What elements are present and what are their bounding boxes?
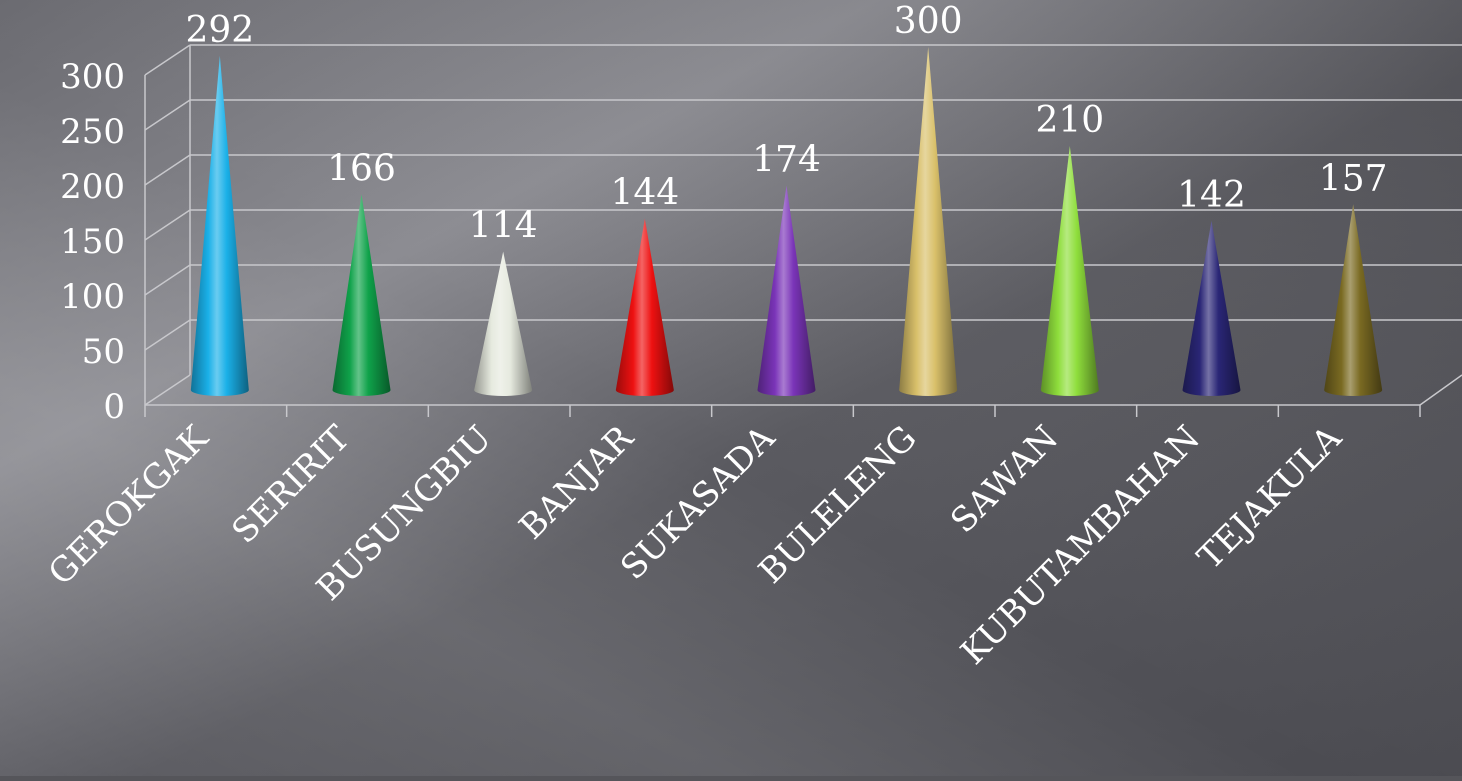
grid-layer xyxy=(144,44,1462,406)
data-label: 174 xyxy=(752,140,821,181)
cone-bar-tejakula xyxy=(1324,204,1383,396)
cone-bar-busungbiu xyxy=(474,251,533,396)
data-label: 166 xyxy=(327,148,396,189)
gridline-side xyxy=(144,264,191,296)
data-label: 144 xyxy=(610,173,679,214)
cone-layer xyxy=(190,47,1383,397)
y-tick-label: 150 xyxy=(60,222,125,262)
gridline-side xyxy=(144,209,191,241)
y-tick-label: 200 xyxy=(60,167,125,207)
data-label: 300 xyxy=(894,1,963,42)
cone-bar-sawan xyxy=(1040,146,1099,396)
gridline-side xyxy=(144,374,191,406)
gridline-side xyxy=(144,99,191,131)
gridline-side xyxy=(144,154,191,186)
cone-bar-kubutambahan xyxy=(1182,220,1241,396)
cone-bar-sukasada xyxy=(757,185,816,396)
y-tick-label: 100 xyxy=(60,277,125,317)
axis-layer: 0 50 100 150 200 250 300 xyxy=(60,45,1462,427)
cone-bar-buleleng xyxy=(899,47,958,396)
gridline-side xyxy=(144,44,191,76)
y-tick-label: 300 xyxy=(60,57,125,97)
floor-right-edge xyxy=(1419,374,1462,406)
y-tick-label: 250 xyxy=(60,112,125,152)
cone-bar-seririt xyxy=(332,194,391,396)
gridline-side xyxy=(144,319,191,351)
y-tick-label: 0 xyxy=(103,387,125,427)
data-label: 210 xyxy=(1035,100,1104,141)
y-tick-label: 50 xyxy=(82,332,125,372)
cone-bar-gerokgak xyxy=(190,55,249,397)
data-label: 114 xyxy=(469,206,538,247)
data-label: 292 xyxy=(185,10,254,51)
data-label: 142 xyxy=(1177,175,1246,216)
cone-bar-banjar xyxy=(615,218,674,396)
data-label: 157 xyxy=(1319,158,1388,199)
